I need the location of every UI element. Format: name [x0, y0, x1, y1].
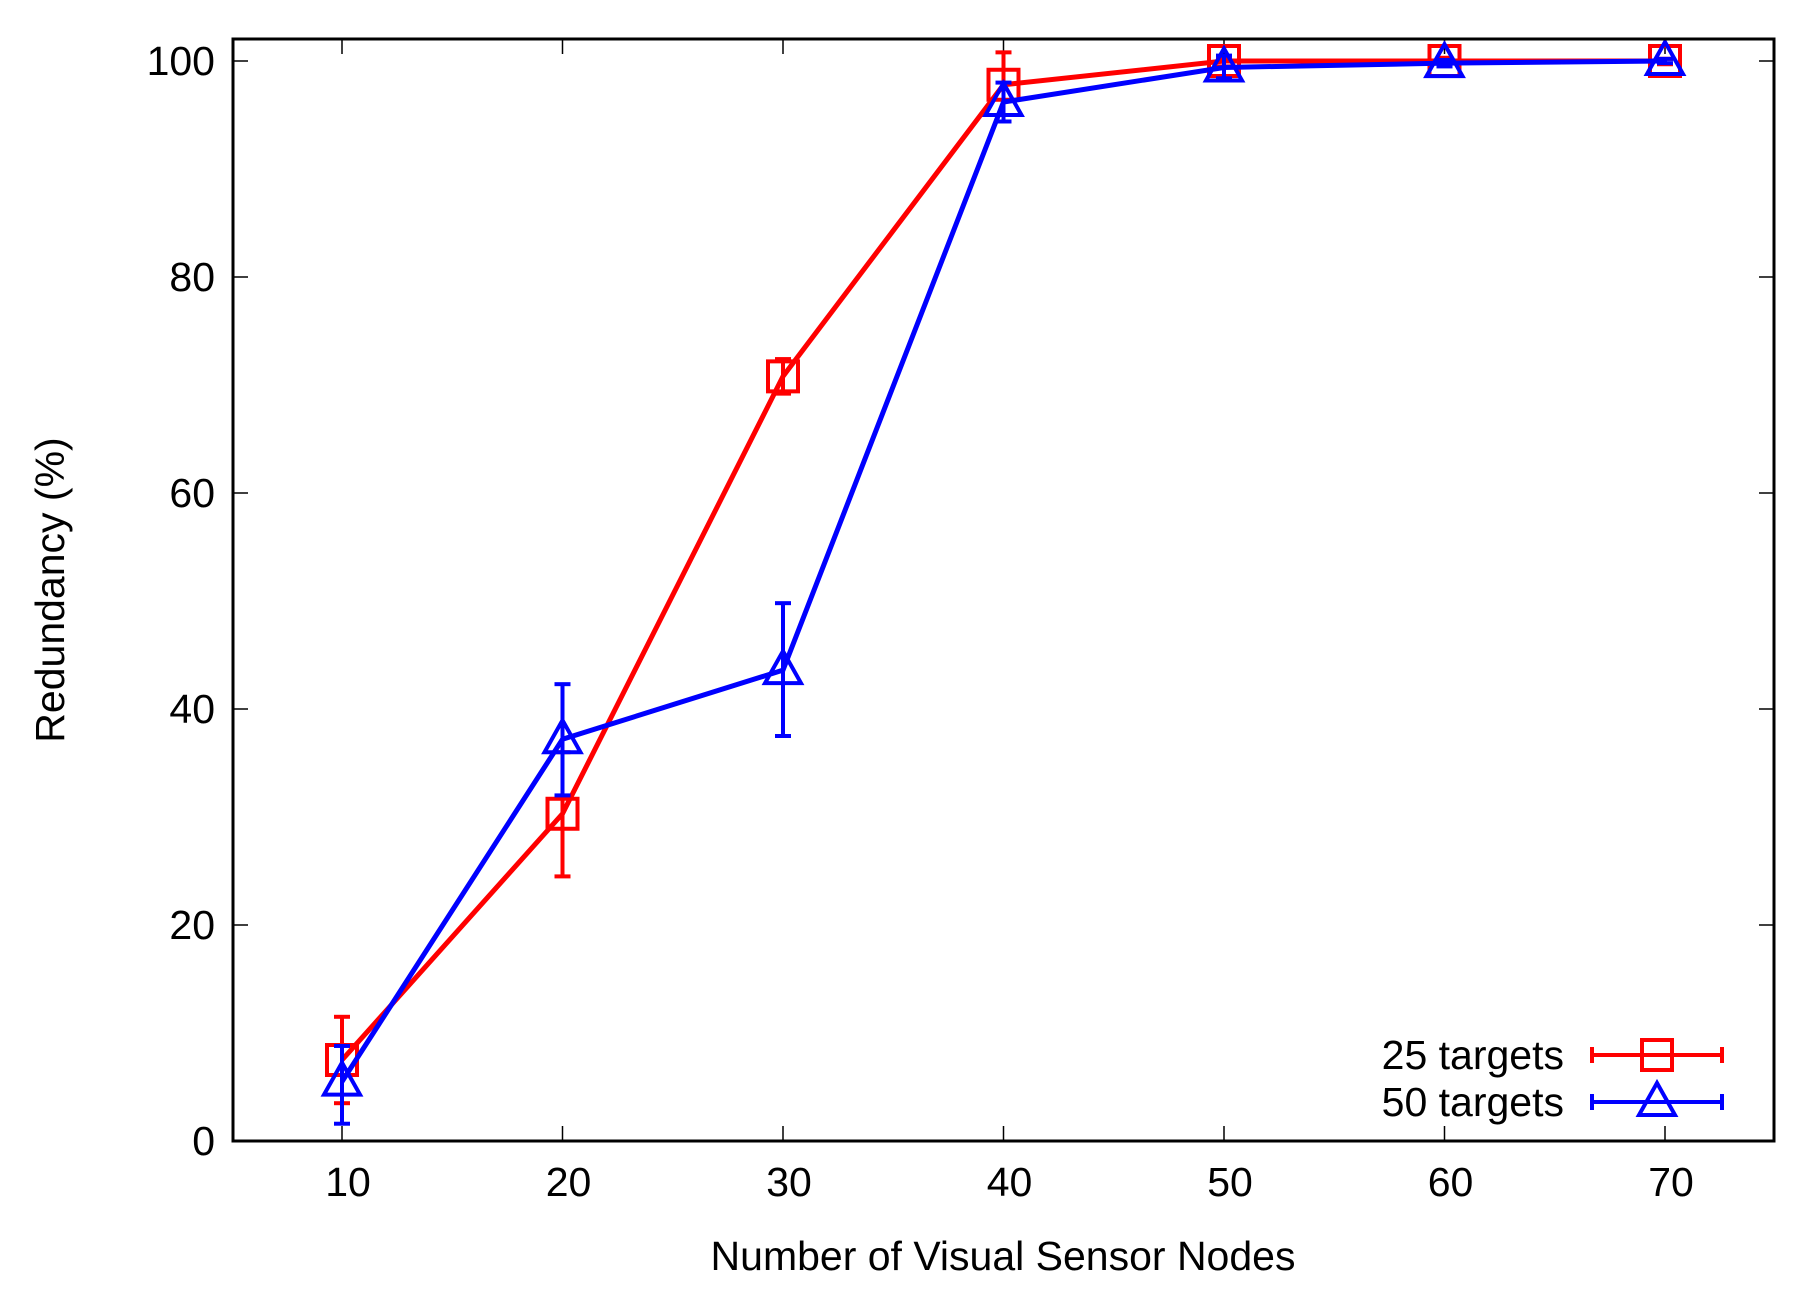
x-tick-label: 50: [1207, 1159, 1253, 1205]
data-point: [1423, 40, 1466, 79]
y-tick-label: 40: [169, 686, 215, 732]
legend-label: 25 targets: [1382, 1032, 1564, 1078]
data-point: [320, 1058, 364, 1097]
x-tick-label: 20: [546, 1159, 592, 1205]
x-tick-label: 70: [1648, 1159, 1694, 1205]
y-tick-label: 0: [192, 1118, 215, 1164]
series-50-targets: [320, 37, 1687, 1126]
y-axis-label: Redundancy (%): [27, 437, 73, 742]
plot-frame: [231, 37, 1776, 1143]
legend-marker: [1640, 1038, 1674, 1072]
data-point: [982, 78, 1025, 118]
y-tick-label: 60: [169, 470, 215, 516]
series-line: [339, 58, 1666, 1083]
data-point: [545, 796, 580, 831]
data-point: [1643, 37, 1687, 76]
legend-marker: [1635, 1078, 1679, 1117]
x-tick-label: 40: [987, 1159, 1033, 1205]
data-point: [541, 716, 584, 755]
data-point: [766, 359, 800, 394]
series-25-targets: [325, 44, 1682, 1106]
y-tick-label: 100: [147, 38, 215, 84]
x-tick-label: 30: [766, 1159, 812, 1205]
y-tick-label: 20: [169, 902, 215, 948]
data-point: [1202, 44, 1246, 83]
x-tick-label: 60: [1428, 1159, 1474, 1205]
series-line: [340, 58, 1665, 1062]
legend-label: 50 targets: [1382, 1079, 1564, 1125]
x-tick-label: 10: [325, 1159, 371, 1205]
y-tick-label: 80: [169, 254, 215, 300]
data-point: [761, 647, 805, 686]
x-axis-label: Number of Visual Sensor Nodes: [711, 1233, 1296, 1279]
